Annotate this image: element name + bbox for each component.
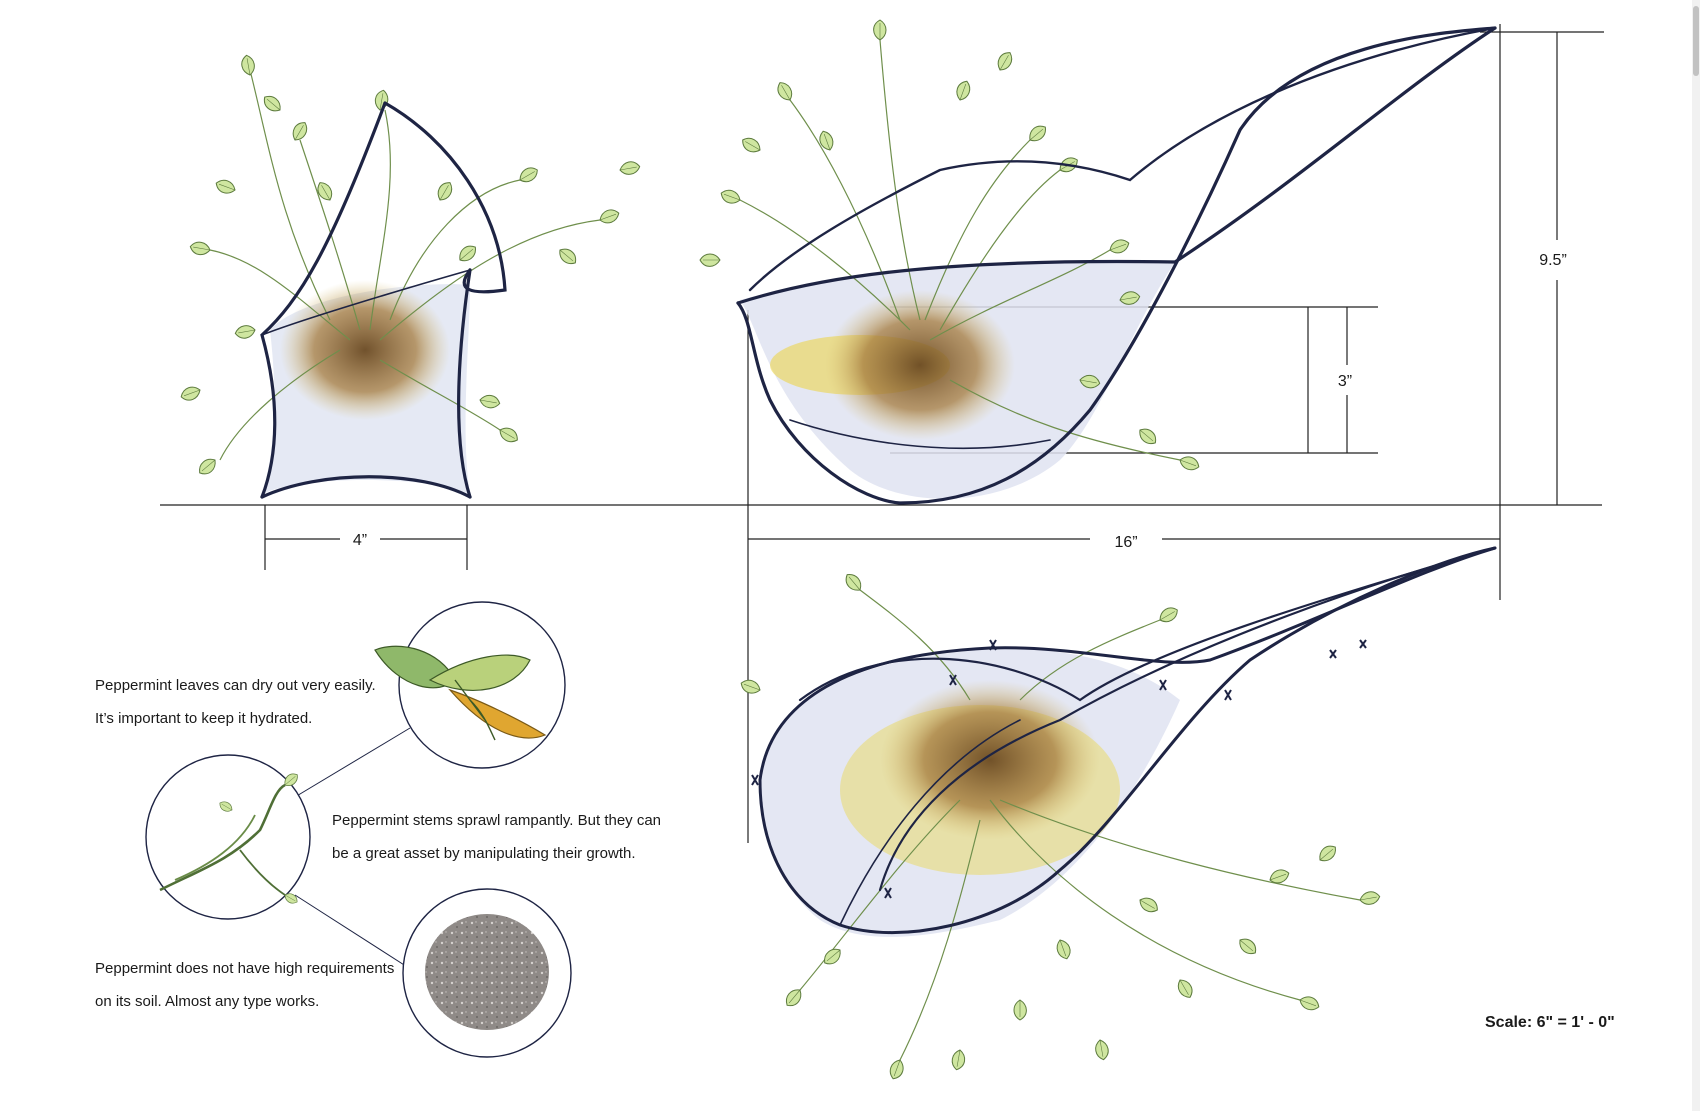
note-leaves-line2: It’s important to keep it hydrated. (95, 710, 312, 727)
dim-3-label: 3” (1338, 373, 1352, 390)
callout-line-soil (294, 894, 413, 971)
note-soil-line2: on its soil. Almost any type works. (95, 993, 319, 1010)
side-roots (825, 290, 1015, 440)
dim-9-5-label: 9.5” (1539, 252, 1567, 269)
side-planter-outline (736, 26, 1497, 505)
note-stems-line1: Peppermint stems sprawl rampantly. But t… (332, 812, 661, 829)
note-leaves-line1: Peppermint leaves can dry out very easil… (95, 677, 376, 694)
side-stems (739, 39, 1181, 461)
scale-label: Scale: 6" = 1' - 0" (1485, 1014, 1615, 1031)
notes: Peppermint leaves can dry out very easil… (95, 677, 661, 1010)
plan-planter-outline (758, 546, 1497, 935)
soil-detail-circle (402, 888, 572, 1058)
plan-roots (880, 680, 1100, 840)
detail-callout-lines (289, 727, 413, 971)
note-soil-line1: Peppermint does not have high requiremen… (95, 960, 394, 977)
front-elevation-planter (178, 53, 642, 499)
stems-detail-circle (145, 754, 311, 920)
callout-line-leaves (289, 727, 411, 801)
leaves-detail-circle (374, 601, 566, 769)
plan-wire-ties (751, 639, 1367, 899)
dim-16-label: 16” (1114, 534, 1137, 551)
front-roots (280, 280, 450, 420)
scrollbar-track[interactable] (1692, 0, 1700, 1111)
side-elevation-planter (699, 19, 1497, 505)
dim-4-label: 4” (353, 532, 367, 549)
plan-view-planter (738, 546, 1497, 1082)
note-stems-line2: be a great asset by manipulating their g… (332, 845, 636, 862)
dimension-labels: 4” 16” 9.5” 3” (353, 252, 1567, 551)
scrollbar-thumb[interactable] (1693, 6, 1699, 76)
plan-stems (799, 589, 1361, 1061)
front-stems (209, 69, 601, 461)
front-planter-outline (260, 101, 507, 499)
